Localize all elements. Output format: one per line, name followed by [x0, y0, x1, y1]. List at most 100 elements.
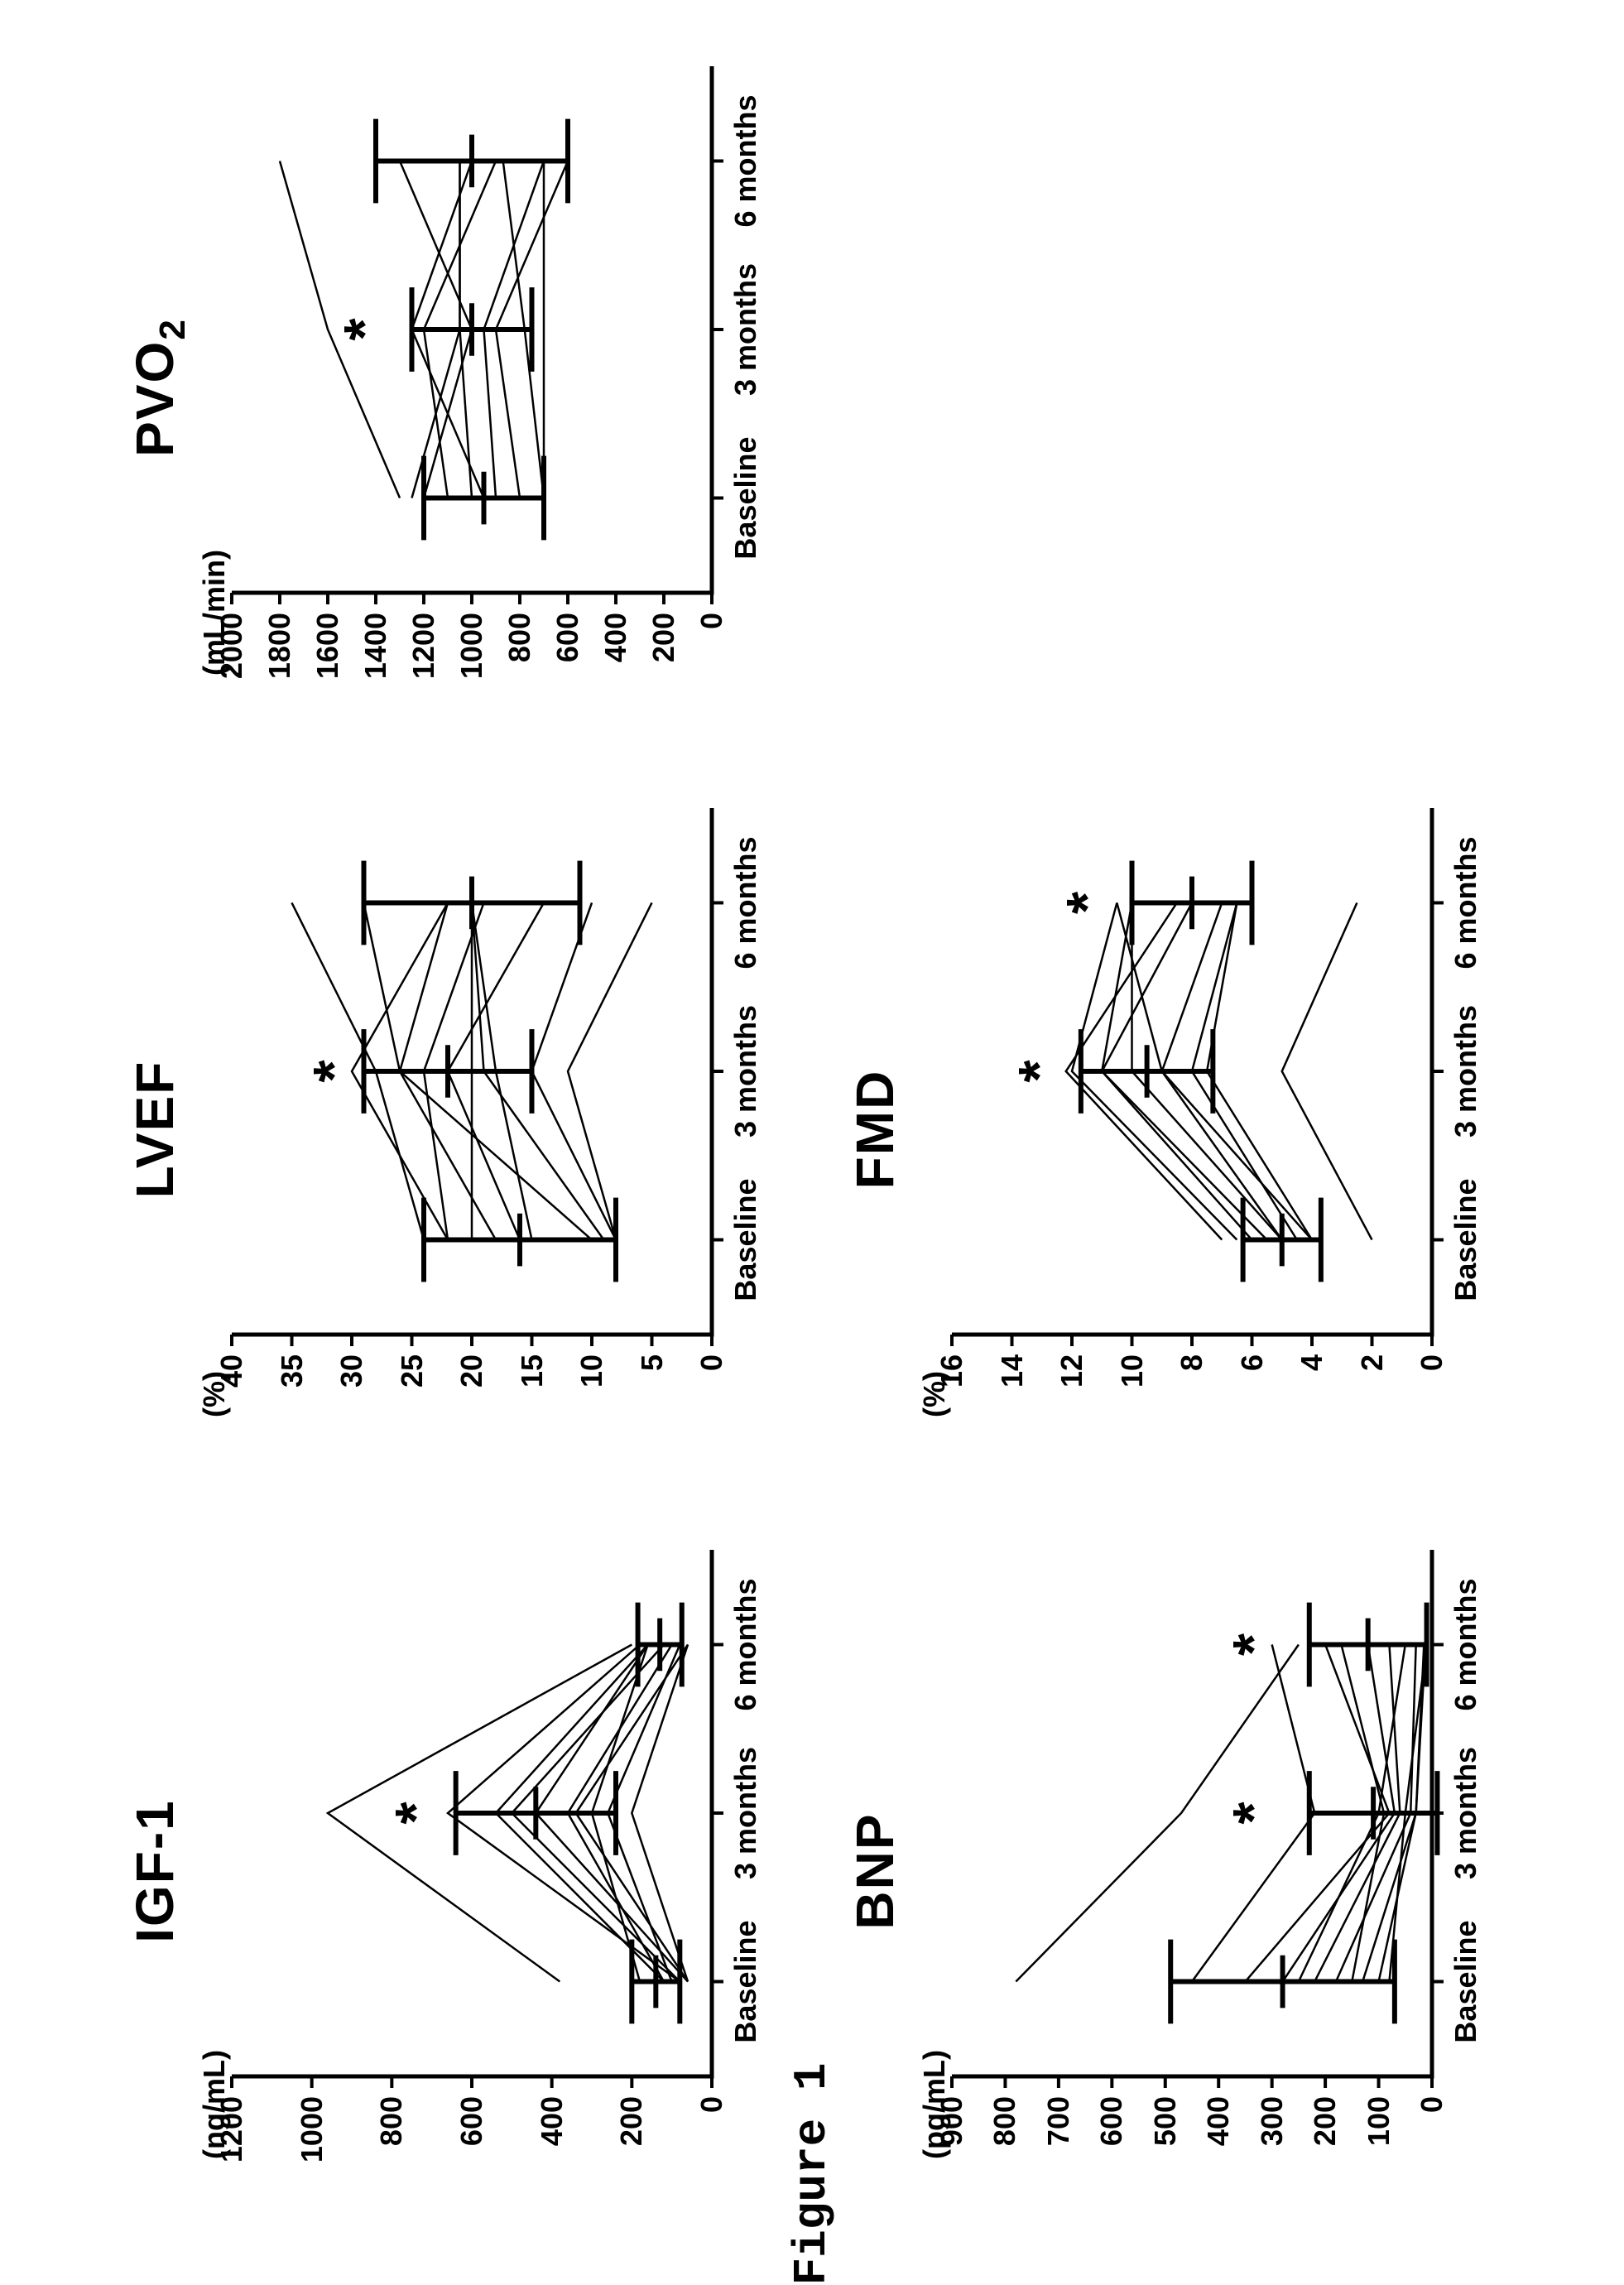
y-tick-label: 0 — [694, 2096, 729, 2209]
x-tick-label: 3 months — [1449, 1747, 1483, 1879]
panel-title: PVO2 — [124, 50, 185, 725]
panel-fmd: FMD0246810121416Baseline3 months6 months… — [853, 791, 1490, 1467]
y-tick-label: 30 — [334, 1354, 369, 1467]
y-tick-label: 800 — [502, 613, 537, 725]
y-tick-label: 300 — [1255, 2096, 1290, 2209]
y-tick-label: 400 — [598, 613, 633, 725]
panel-pvo2: PVO2020040060080010001200140016001800200… — [132, 50, 770, 725]
unit-label: (ng/mL) — [197, 2050, 232, 2159]
y-tick-label: 100 — [1362, 2096, 1396, 2209]
x-tick-label: 6 months — [728, 94, 763, 227]
error-bar — [412, 287, 532, 372]
panel-title: IGF-1 — [124, 1533, 185, 2209]
y-tick-label: 400 — [535, 2096, 569, 2209]
y-tick-label: 1000 — [295, 2096, 329, 2209]
y-tick-label: 0 — [1415, 2096, 1449, 2209]
y-tick-label: 0 — [694, 1354, 729, 1467]
plot-wrap: 0246810121416Baseline3 months6 months**(… — [919, 791, 1490, 1467]
y-tick-label: 12 — [1055, 1354, 1089, 1467]
significance-asterisk: * — [1224, 1633, 1282, 1656]
y-tick-label: 500 — [1148, 2096, 1183, 2209]
y-tick-label: 25 — [395, 1354, 430, 1467]
error-bar — [638, 1603, 682, 1687]
y-tick-label: 600 — [550, 613, 585, 725]
x-tick-label: Baseline — [728, 1178, 763, 1301]
figure-caption: Figure 1 — [786, 2063, 838, 2285]
y-tick-label: 14 — [995, 1354, 1030, 1467]
panel-title: LVEF — [124, 791, 185, 1467]
x-tick-label: 3 months — [1449, 1005, 1483, 1138]
error-bar — [364, 1029, 532, 1114]
error-bar — [376, 119, 568, 204]
plot-wrap: 0100200300400500600700800900Baseline3 mo… — [919, 1533, 1490, 2209]
x-tick-label: 3 months — [728, 1005, 763, 1138]
y-tick-label: 1800 — [262, 613, 297, 725]
y-tick-label: 0 — [694, 613, 729, 725]
series-line — [568, 902, 652, 1239]
significance-asterisk: * — [1010, 1060, 1068, 1082]
y-tick-label: 4 — [1295, 1354, 1329, 1467]
y-tick-label: 600 — [454, 2096, 489, 2209]
panel-title: FMD — [844, 791, 906, 1467]
plot-wrap: 0510152025303540Baseline3 months6 months… — [199, 791, 770, 1467]
y-tick-label: 20 — [454, 1354, 489, 1467]
unit-label: (%) — [197, 1371, 232, 1417]
panel-bnp: BNP0100200300400500600700800900Baseline3… — [853, 1533, 1490, 2209]
y-tick-label: 200 — [646, 613, 681, 725]
x-tick-label: Baseline — [728, 1920, 763, 2042]
x-tick-label: 6 months — [728, 836, 763, 969]
series-line — [1282, 902, 1372, 1239]
x-tick-label: Baseline — [1449, 1920, 1483, 2042]
unit-label: (%) — [917, 1371, 952, 1417]
y-tick-label: 600 — [1094, 2096, 1129, 2209]
error-bar — [1170, 1940, 1395, 2024]
significance-asterisk: * — [335, 318, 393, 340]
y-tick-label: 35 — [275, 1354, 310, 1467]
y-tick-label: 2 — [1355, 1354, 1390, 1467]
unit-label: (mL/min) — [197, 550, 232, 676]
significance-asterisk: * — [387, 1802, 444, 1824]
panel-empty — [853, 50, 1490, 725]
series-line — [532, 902, 617, 1239]
y-tick-label: 200 — [1308, 2096, 1343, 2209]
y-tick-label: 200 — [614, 2096, 649, 2209]
page: IGF-1020040060080010001200Baseline3 mont… — [0, 0, 1624, 2259]
x-tick-label: Baseline — [728, 436, 763, 559]
x-tick-label: 6 months — [1449, 836, 1483, 969]
significance-asterisk: * — [1058, 892, 1116, 914]
error-bar — [424, 1198, 616, 1282]
x-tick-label: 3 months — [728, 1747, 763, 1879]
y-tick-label: 6 — [1235, 1354, 1270, 1467]
x-tick-label: 3 months — [728, 263, 763, 396]
plot-wrap: 0200400600800100012001400160018002000Bas… — [199, 50, 770, 725]
x-tick-label: Baseline — [1449, 1178, 1483, 1301]
y-tick-label: 8 — [1175, 1354, 1209, 1467]
y-tick-label: 10 — [574, 1354, 609, 1467]
y-tick-label: 800 — [374, 2096, 409, 2209]
y-tick-label: 10 — [1115, 1354, 1150, 1467]
error-bar — [1132, 861, 1252, 945]
y-tick-label: 1600 — [310, 613, 345, 725]
significance-asterisk: * — [1224, 1802, 1282, 1824]
y-tick-label: 1200 — [406, 613, 441, 725]
panel-lvef: LVEF0510152025303540Baseline3 months6 mo… — [132, 791, 770, 1467]
x-tick-label: 6 months — [728, 1578, 763, 1710]
y-tick-label: 1000 — [454, 613, 489, 725]
error-bar — [456, 1771, 616, 1855]
x-tick-label: 6 months — [1449, 1578, 1483, 1710]
y-tick-label: 800 — [987, 2096, 1022, 2209]
y-tick-label: 15 — [515, 1354, 550, 1467]
y-tick-label: 0 — [1415, 1354, 1449, 1467]
plot-wrap: 020040060080010001200Baseline3 months6 m… — [199, 1533, 770, 2209]
y-tick-label: 700 — [1041, 2096, 1076, 2209]
significance-asterisk: * — [305, 1060, 363, 1082]
panel-grid: IGF-1020040060080010001200Baseline3 mont… — [132, 50, 1490, 2209]
error-bar — [1309, 1603, 1427, 1687]
y-tick-label: 400 — [1201, 2096, 1236, 2209]
error-bar — [424, 456, 544, 541]
panel-igf1: IGF-1020040060080010001200Baseline3 mont… — [132, 1533, 770, 2209]
panel-title: BNP — [844, 1533, 906, 2209]
rotated-chart-area: IGF-1020040060080010001200Baseline3 mont… — [0, 0, 1624, 2259]
y-tick-label: 1400 — [358, 613, 393, 725]
unit-label: (pg/mL) — [917, 2050, 952, 2159]
